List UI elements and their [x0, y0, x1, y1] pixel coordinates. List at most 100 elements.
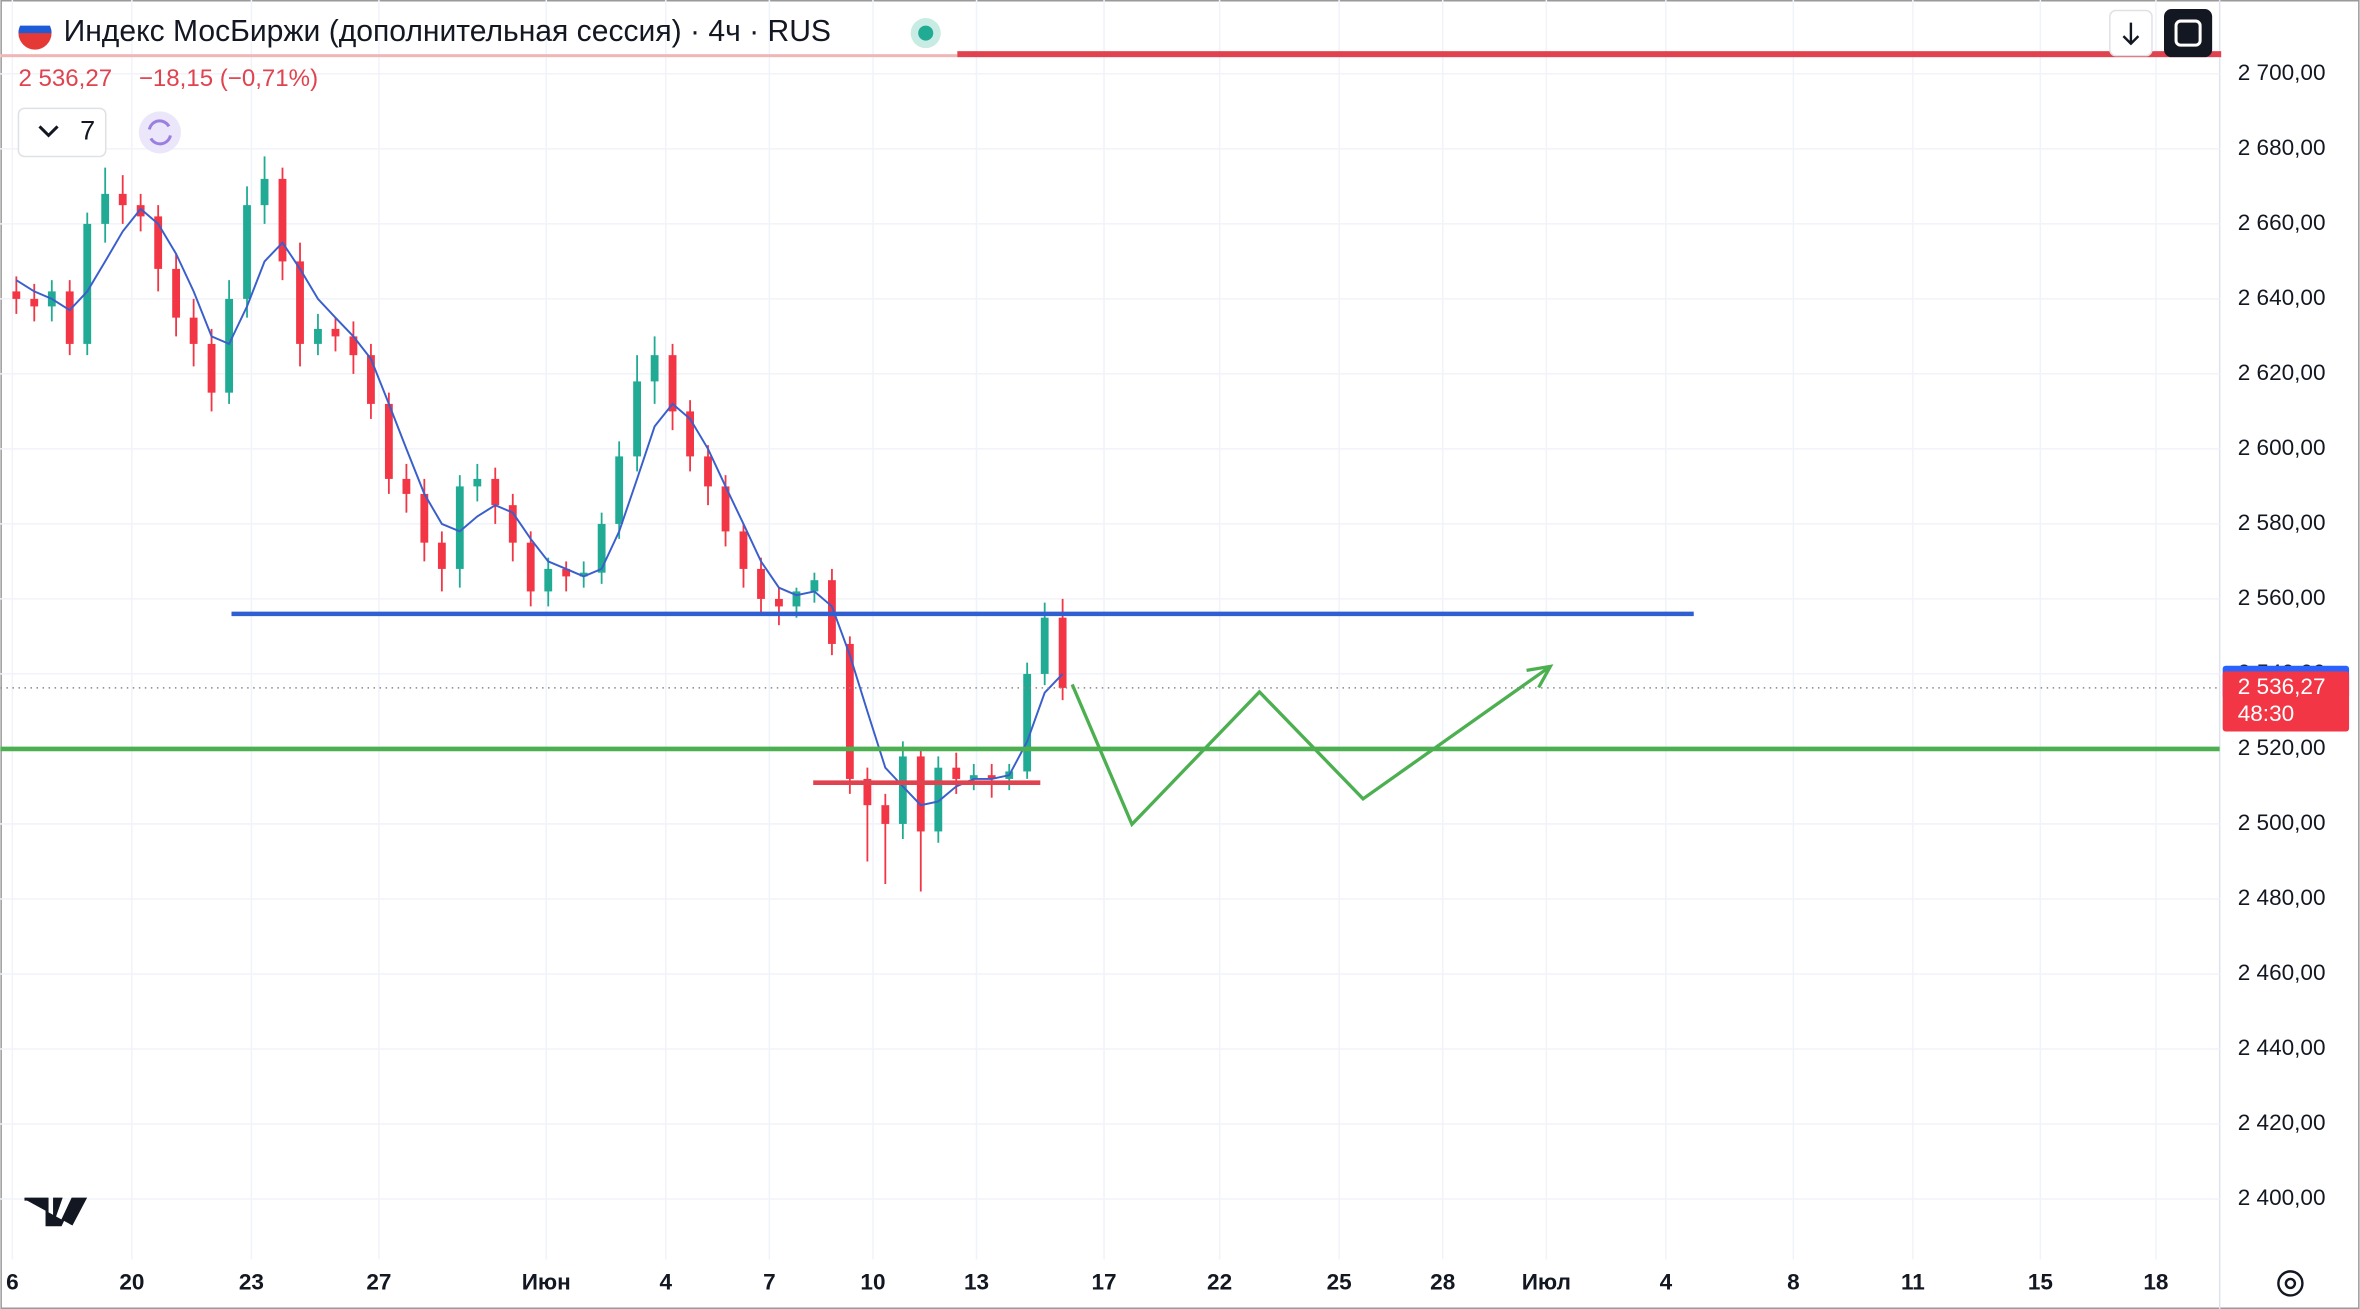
price-change: −18,15 (−0,71%) — [139, 65, 318, 92]
price-tag-label: 2 536,27 — [2238, 674, 2326, 699]
y-tick-label: 2 580,00 — [2238, 510, 2326, 535]
last-price: 2 536,27 — [18, 65, 112, 92]
moving-average — [15, 207, 1064, 807]
candle-body — [83, 223, 92, 344]
y-tick-label: 2 660,00 — [2238, 210, 2326, 235]
ma-period: 7 — [80, 115, 95, 146]
candle-body — [402, 478, 411, 494]
candle-body — [508, 505, 517, 543]
y-tick-label: 2 440,00 — [2238, 1035, 2326, 1060]
chevron — [38, 125, 59, 138]
candle-body — [633, 381, 642, 457]
candle-body — [597, 523, 606, 573]
candle-body — [668, 355, 677, 412]
candle-body — [296, 261, 304, 344]
candle-body — [934, 767, 943, 832]
flag — [19, 15, 51, 26]
candle-body — [12, 291, 21, 299]
y-tick-label: 2 520,00 — [2238, 735, 2326, 760]
y-tick-label: 2 680,00 — [2238, 135, 2326, 160]
candle-body — [952, 767, 961, 779]
fullscreen-button[interactable] — [2164, 9, 2213, 58]
refresh-icon — [147, 119, 172, 146]
y-tick-label: 2 460,00 — [2238, 960, 2326, 985]
settings-icon[interactable] — [2277, 1270, 2304, 1297]
candle-body — [775, 598, 783, 607]
y-tick-label: 2 500,00 — [2238, 810, 2326, 835]
y-tick-label: 2 640,00 — [2238, 285, 2326, 310]
y-tick-label: 2 400,00 — [2238, 1185, 2326, 1210]
y-tick-label: 2 560,00 — [2238, 585, 2326, 610]
refresh[interactable] — [138, 111, 181, 154]
x-tick-label: 25 — [1327, 1269, 1352, 1294]
candle-body — [260, 178, 269, 206]
candle-body — [987, 775, 996, 779]
candle-body — [331, 328, 340, 337]
x-tick-label: 22 — [1207, 1269, 1232, 1294]
y-tick-label: 2 420,00 — [2238, 1110, 2326, 1135]
candle-body — [349, 336, 358, 356]
candle-body — [136, 205, 145, 217]
candle-body — [225, 298, 234, 393]
x-tick-label: 23 — [239, 1269, 264, 1294]
status — [918, 25, 934, 41]
x-tick-label: 10 — [860, 1269, 885, 1294]
candle-body — [562, 568, 571, 577]
candle-body — [101, 193, 110, 224]
indicator-toggle[interactable] — [17, 107, 107, 158]
x-tick-label: 4 — [660, 1269, 673, 1294]
fullscreen-icon — [2174, 19, 2202, 47]
x-tick-label: 4 — [1660, 1269, 1673, 1294]
candle-body — [1023, 673, 1032, 772]
x-tick-label: 11 — [1901, 1269, 1925, 1294]
arrow-icon — [2122, 22, 2140, 46]
x-tick-label: Июл — [1522, 1269, 1571, 1294]
x-tick-label: 28 — [1430, 1269, 1455, 1294]
header-line — [0, 54, 958, 58]
candle-body — [367, 355, 375, 404]
candle-body — [721, 486, 730, 532]
candle-body — [30, 298, 39, 307]
candle-body — [154, 216, 163, 269]
price-tag-timer: 48:30 — [2238, 701, 2294, 726]
x-tick-label: 18 — [2143, 1269, 2168, 1294]
candle-body — [1040, 617, 1049, 674]
candle-body — [863, 778, 872, 806]
candle-body — [65, 291, 74, 344]
y-tick-label: 2 600,00 — [2238, 435, 2326, 460]
y-tick-label: 2 700,00 — [2238, 60, 2326, 85]
price-tag — [2222, 671, 2350, 732]
candle-body — [739, 531, 748, 569]
x-tick-label: 8 — [1787, 1269, 1800, 1294]
x-tick-label: 17 — [1092, 1269, 1117, 1294]
candle-body — [491, 478, 500, 506]
candle-body — [207, 343, 216, 393]
candle-body — [792, 591, 801, 607]
candle-body — [1058, 617, 1067, 688]
candle-body — [172, 268, 181, 318]
candle-body — [243, 205, 251, 299]
candle-body — [420, 493, 429, 543]
y-tick-label: 2 620,00 — [2238, 360, 2326, 385]
candle-body — [916, 756, 925, 832]
settings-icon — [2284, 1277, 2297, 1290]
y-tick-label: 2 480,00 — [2238, 885, 2326, 910]
x-tick-label: 13 — [964, 1269, 989, 1294]
x-tick-label: 27 — [366, 1269, 391, 1294]
x-tick-label: 7 — [763, 1269, 776, 1294]
candle-body — [455, 486, 464, 569]
candle-body — [544, 568, 553, 592]
candle-body — [473, 478, 482, 487]
header-line — [957, 51, 2222, 58]
x-tick-label: 15 — [2028, 1269, 2053, 1294]
x-tick-label: 6 — [6, 1269, 19, 1294]
candle-body — [579, 572, 588, 577]
candle-body — [969, 775, 978, 779]
candle-body — [437, 542, 446, 569]
chart-title: Индекс МосБиржи (дополнительная сессия) … — [64, 15, 831, 48]
forecast-path — [1070, 665, 1552, 828]
candle-body — [845, 643, 854, 779]
candle-body — [278, 178, 287, 262]
